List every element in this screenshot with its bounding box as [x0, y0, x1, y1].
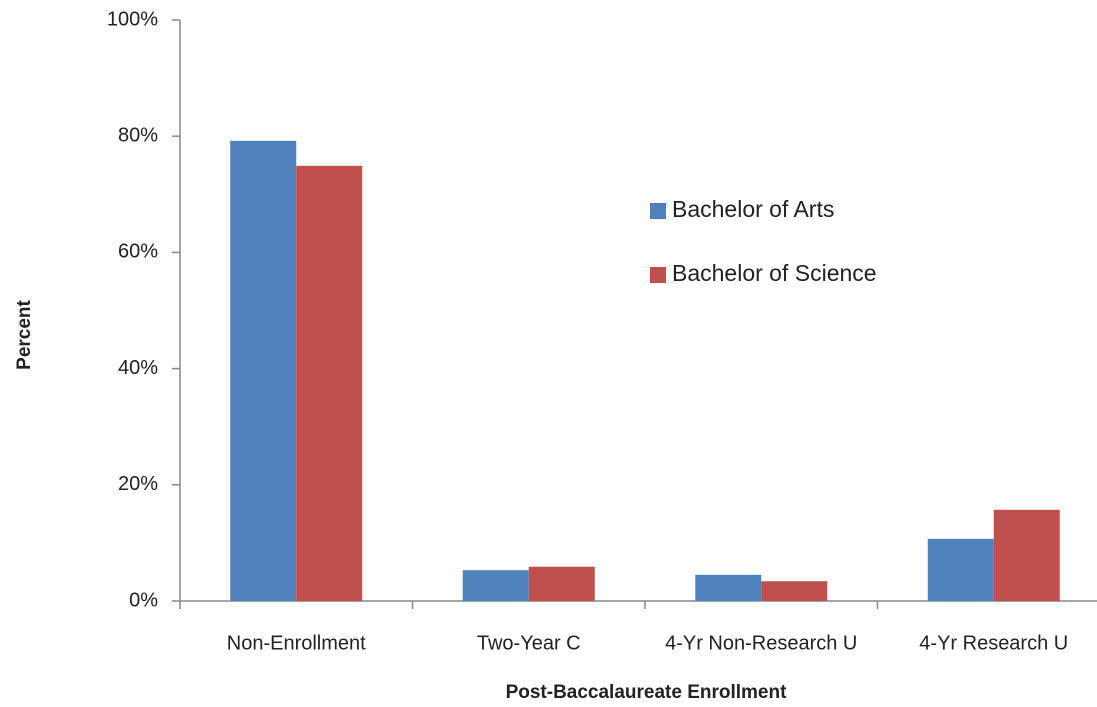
bar: [927, 538, 994, 601]
bar: [528, 566, 595, 601]
legend-swatch: [650, 267, 666, 283]
y-tick-label: 40%: [118, 357, 158, 379]
bar: [462, 570, 529, 601]
x-tick-label: Two-Year C: [477, 632, 581, 654]
legend-label: Bachelor of Arts: [672, 196, 834, 222]
y-tick-label: 20%: [118, 473, 158, 495]
bar: [695, 574, 762, 601]
y-tick-label: 100%: [107, 8, 158, 30]
legend-swatch: [650, 203, 666, 219]
x-axis-label: Post-Baccalaureate Enrollment: [506, 682, 788, 703]
bar: [230, 140, 297, 601]
x-tick-label: 4-Yr Non-Research U: [665, 632, 857, 654]
bar: [296, 165, 363, 601]
bar: [993, 509, 1060, 601]
y-tick-label: 60%: [118, 241, 158, 263]
x-tick-label: 4-Yr Research U: [919, 632, 1068, 654]
y-tick-label: 0%: [129, 589, 158, 611]
legend-label: Bachelor of Science: [672, 260, 877, 286]
y-tick-label: 80%: [118, 124, 158, 146]
x-tick-label: Non-Enrollment: [227, 632, 366, 654]
y-axis-label: Percent: [14, 299, 35, 369]
bar: [761, 581, 828, 601]
